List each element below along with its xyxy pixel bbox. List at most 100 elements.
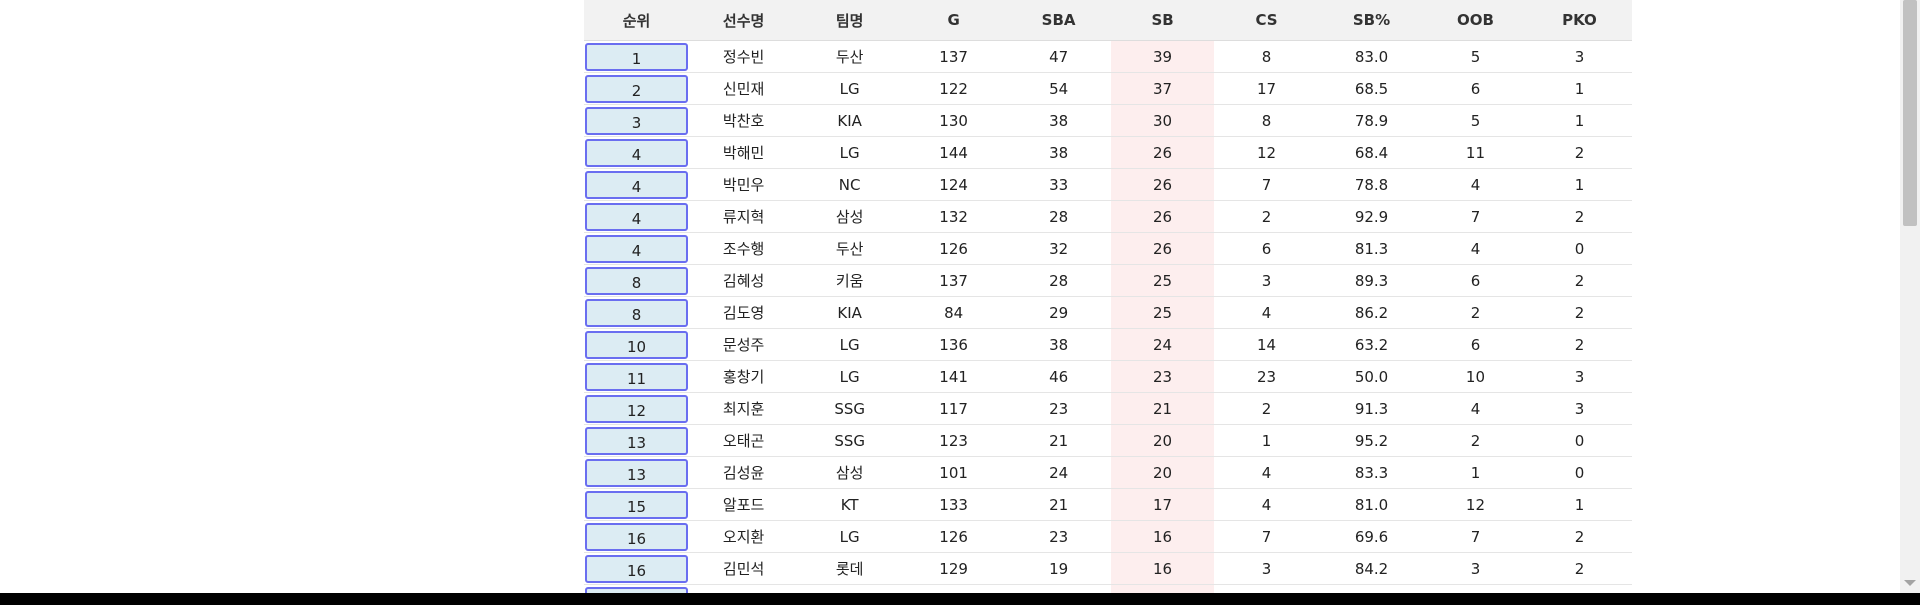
cell-stolen-bases: 23	[1111, 360, 1215, 393]
rank-badge[interactable]: 4	[585, 234, 688, 263]
cell-stolen-bases: 16	[1111, 520, 1215, 553]
cell-games: 141	[901, 360, 1007, 393]
cell-caught-stealing: 2	[1214, 200, 1320, 233]
rank-badge[interactable]: 16	[585, 522, 688, 551]
cell-rank: 4	[584, 232, 689, 265]
cell-player-name: 알포드	[689, 488, 799, 521]
cell-pickoff: 3	[1526, 40, 1632, 73]
cell-stolen-bases: 26	[1111, 136, 1215, 169]
table-row: 13 김성윤 삼성 101 24 20 4 83.3 1 0	[584, 456, 1632, 489]
cell-stolen-base-percentage: 68.5	[1319, 72, 1425, 105]
cell-rank: 13	[584, 424, 689, 457]
cell-caught-stealing: 7	[1214, 520, 1320, 553]
cell-team-name: LG	[798, 360, 902, 393]
cell-player-name: 박해민	[689, 136, 799, 169]
cell-pickoff: 0	[1526, 456, 1632, 489]
cell-out-on-base: 10	[1424, 360, 1527, 393]
header-caught-stealing[interactable]: CS	[1214, 0, 1320, 41]
cell-player-name	[689, 584, 799, 593]
cell-out-on-base: 11	[1424, 136, 1527, 169]
cell-pickoff: 2	[1526, 136, 1632, 169]
cell-stolen-base-attempts: 32	[1006, 232, 1112, 265]
table-row: 10 문성주 LG 136 38 24 14 63.2 6 2	[584, 328, 1632, 361]
cell-rank: 2	[584, 72, 689, 105]
cell-games: 84	[901, 296, 1007, 329]
cell-pickoff: 2	[1526, 200, 1632, 233]
cell-rank: 4	[584, 200, 689, 233]
rank-badge[interactable]: 8	[585, 266, 688, 295]
cell-player-name: 김도영	[689, 296, 799, 329]
cell-out-on-base: 4	[1424, 168, 1527, 201]
rank-badge[interactable]: 4	[585, 170, 688, 199]
cell-caught-stealing: 3	[1214, 264, 1320, 297]
table-row: 4 조수행 두산 126 32 26 6 81.3 4 0	[584, 232, 1632, 265]
cell-stolen-base-percentage: 86.2	[1319, 296, 1425, 329]
cell-stolen-base-percentage: 50.0	[1319, 360, 1425, 393]
cell-out-on-base: 1	[1424, 456, 1527, 489]
scroll-down-arrow-icon[interactable]	[1904, 580, 1916, 586]
cell-stolen-bases: 25	[1111, 296, 1215, 329]
header-out-on-base[interactable]: OOB	[1424, 0, 1527, 41]
rank-badge[interactable]: 8	[585, 298, 688, 327]
cell-pickoff: 0	[1526, 232, 1632, 265]
scrollbar-thumb[interactable]	[1903, 0, 1917, 226]
rank-badge[interactable]: 15	[585, 490, 688, 519]
rank-badge[interactable]: 12	[585, 394, 688, 423]
cell-rank: 8	[584, 264, 689, 297]
rank-badge[interactable]: 13	[585, 458, 688, 487]
cell-out-on-base: 7	[1424, 200, 1527, 233]
header-player-name[interactable]: 선수명	[689, 0, 799, 41]
cell-rank: 3	[584, 104, 689, 137]
cell-stolen-bases: 17	[1111, 488, 1215, 521]
cell-stolen-base-percentage	[1319, 584, 1425, 593]
cell-pickoff: 2	[1526, 552, 1632, 585]
rank-badge[interactable]	[585, 586, 688, 593]
cell-player-name: 신민재	[689, 72, 799, 105]
rank-badge[interactable]: 13	[585, 426, 688, 455]
rank-badge[interactable]: 4	[585, 138, 688, 167]
cell-stolen-base-percentage: 83.0	[1319, 40, 1425, 73]
rank-badge[interactable]: 16	[585, 554, 688, 583]
cell-team-name: LG	[798, 328, 902, 361]
rank-badge[interactable]: 3	[585, 106, 688, 135]
rank-badge[interactable]: 4	[585, 202, 688, 231]
cell-player-name: 홍창기	[689, 360, 799, 393]
cell-rank: 4	[584, 168, 689, 201]
header-pickoff[interactable]: PKO	[1526, 0, 1632, 41]
header-rank[interactable]: 순위	[584, 0, 689, 41]
cell-stolen-base-attempts: 28	[1006, 200, 1112, 233]
cell-rank: 12	[584, 392, 689, 425]
cell-stolen-base-percentage: 69.6	[1319, 520, 1425, 553]
cell-caught-stealing: 17	[1214, 72, 1320, 105]
cell-stolen-bases: 25	[1111, 264, 1215, 297]
cell-player-name: 박민우	[689, 168, 799, 201]
cell-stolen-bases: 20	[1111, 424, 1215, 457]
rank-badge[interactable]: 1	[585, 42, 688, 71]
cell-pickoff: 2	[1526, 296, 1632, 329]
header-stolen-base-attempts[interactable]: SBA	[1006, 0, 1112, 41]
header-stolen-bases[interactable]: SB	[1111, 0, 1215, 41]
cell-rank: 13	[584, 456, 689, 489]
cell-rank	[584, 584, 689, 593]
rank-badge[interactable]: 10	[585, 330, 688, 359]
rank-badge[interactable]: 2	[585, 74, 688, 103]
rank-badge[interactable]: 11	[585, 362, 688, 391]
cell-stolen-base-attempts: 28	[1006, 264, 1112, 297]
cell-stolen-base-attempts: 21	[1006, 424, 1112, 457]
header-games[interactable]: G	[901, 0, 1007, 41]
table-row: 16 오지환 LG 126 23 16 7 69.6 7 2	[584, 520, 1632, 553]
header-stolen-base-percentage[interactable]: SB%	[1319, 0, 1425, 41]
cell-pickoff: 2	[1526, 328, 1632, 361]
table-row: 16 김민석 롯데 129 19 16 3 84.2 3 2	[584, 552, 1632, 585]
table-row: 12 최지훈 SSG 117 23 21 2 91.3 4 3	[584, 392, 1632, 425]
cell-stolen-base-attempts: 21	[1006, 488, 1112, 521]
cell-team-name: 롯데	[798, 552, 902, 585]
cell-out-on-base: 6	[1424, 328, 1527, 361]
cell-rank: 15	[584, 488, 689, 521]
cell-stolen-base-percentage: 81.3	[1319, 232, 1425, 265]
cell-games: 137	[901, 40, 1007, 73]
header-team-name[interactable]: 팀명	[798, 0, 902, 41]
cell-stolen-base-attempts: 38	[1006, 104, 1112, 137]
cell-stolen-base-percentage: 89.3	[1319, 264, 1425, 297]
cell-out-on-base: 5	[1424, 40, 1527, 73]
